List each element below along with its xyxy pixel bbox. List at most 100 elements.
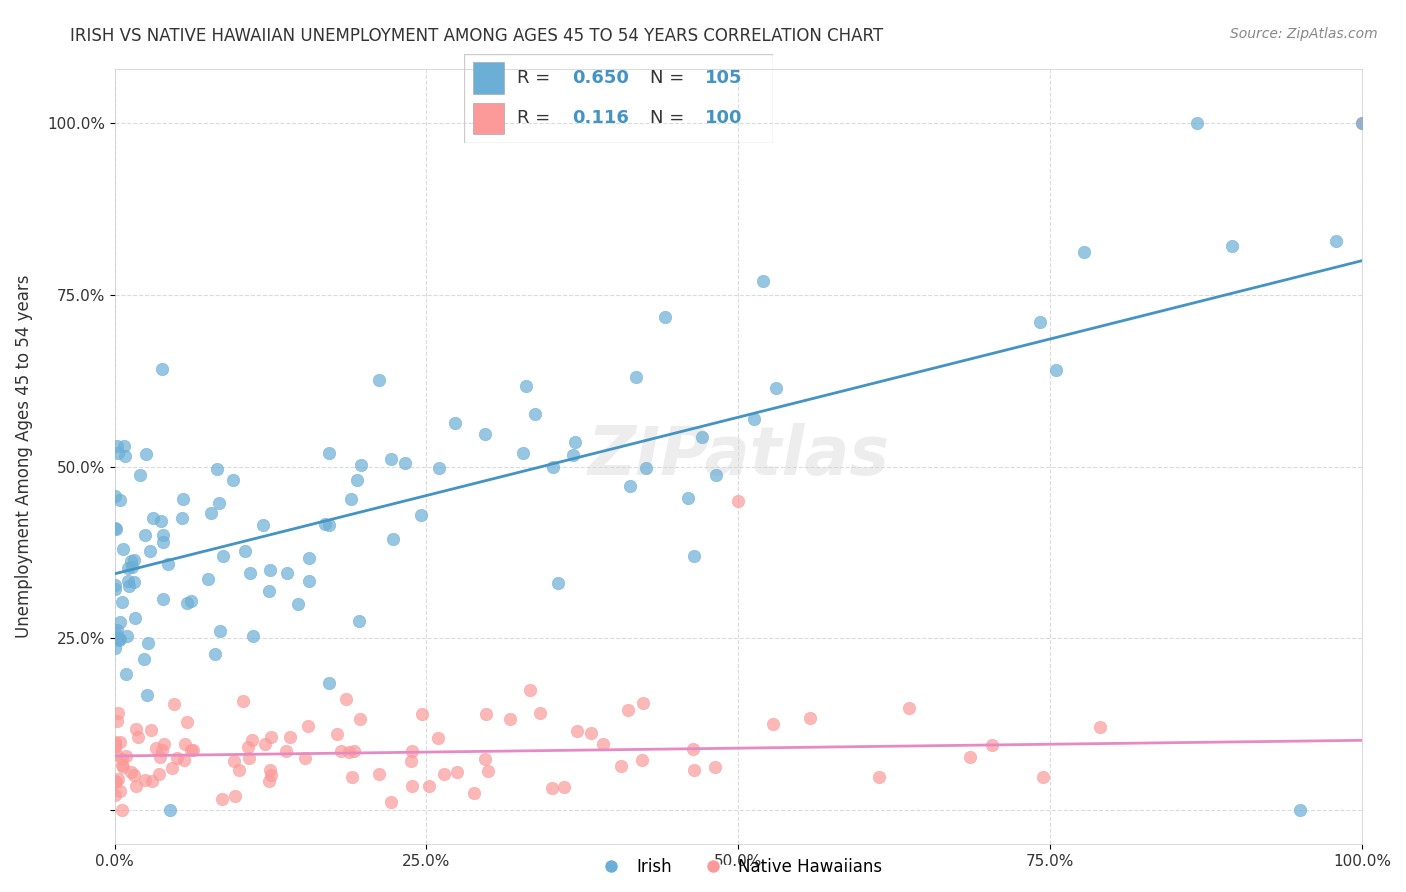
Point [105,747,128,761]
Point [252,518,274,533]
Point [160,760,183,774]
Point [474,426,496,441]
Point [120,764,142,779]
Text: N =: N = [650,109,689,127]
Point [197,572,219,586]
Point [399,754,422,768]
Point [172,511,194,525]
Point [529,706,551,720]
Point [139,723,162,737]
Point [1185,116,1208,130]
Point [254,737,277,751]
Point [617,703,640,717]
Point [173,737,195,751]
Point [401,780,423,794]
Point [242,629,264,643]
Point [104,788,127,802]
Point [108,735,131,749]
Point [238,750,260,764]
Point [411,707,433,722]
Point [209,624,232,638]
Point [541,780,564,795]
Point [561,448,583,462]
Point [132,652,155,666]
Point [752,274,775,288]
Point [474,752,496,766]
Point [1351,116,1374,130]
Point [112,759,135,773]
Text: Source: ZipAtlas.com: Source: ZipAtlas.com [1230,27,1378,41]
Point [222,754,245,768]
Point [541,459,564,474]
Point [380,451,402,466]
Point [446,765,468,780]
Point [298,551,321,566]
Point [274,744,297,758]
Point [427,460,450,475]
Point [368,373,391,387]
Point [104,739,127,754]
Point [287,597,309,611]
Point [1028,315,1050,329]
Point [180,594,202,608]
Point [409,508,432,522]
Text: 0.116: 0.116 [572,109,628,127]
Point [232,694,254,708]
Point [180,743,202,757]
Point [107,772,129,787]
Point [111,541,134,556]
Point [150,742,173,756]
Point [122,574,145,589]
Text: R =: R = [516,109,561,127]
Bar [474,103,505,134]
Point [259,563,281,577]
Point [205,462,228,476]
Point [181,743,204,757]
Text: ZIPatlas: ZIPatlas [588,424,890,490]
Point [148,767,170,781]
Point [380,795,402,809]
Point [1324,234,1347,248]
Point [152,528,174,542]
Point [981,738,1004,752]
Point [547,576,569,591]
Point [150,514,173,528]
Point [152,535,174,549]
Point [108,633,131,648]
Point [117,574,139,589]
Point [221,474,243,488]
Point [704,760,727,774]
Point [228,763,250,777]
Point [127,730,149,744]
Text: 100: 100 [706,109,742,127]
Point [401,744,423,758]
Point [153,737,176,751]
Point [294,751,316,765]
Point [610,759,633,773]
Point [136,636,159,650]
Bar [474,62,505,94]
Point [682,763,704,777]
Point [631,696,654,710]
Point [298,574,321,589]
Point [515,379,537,393]
Point [118,578,141,592]
Point [260,768,283,782]
Point [340,770,363,784]
Point [690,430,713,444]
Point [682,549,704,563]
Point [564,434,586,449]
Point [426,731,449,746]
Point [224,789,246,803]
Y-axis label: Unemployment Among Ages 45 to 54 years: Unemployment Among Ages 45 to 54 years [15,275,32,638]
Point [166,751,188,765]
Point [111,595,134,609]
Point [172,491,194,506]
Point [211,792,233,806]
Point [105,775,128,789]
Text: R =: R = [516,70,555,87]
Point [104,582,127,596]
Point [765,381,787,395]
Point [114,449,136,463]
Point [512,446,534,460]
